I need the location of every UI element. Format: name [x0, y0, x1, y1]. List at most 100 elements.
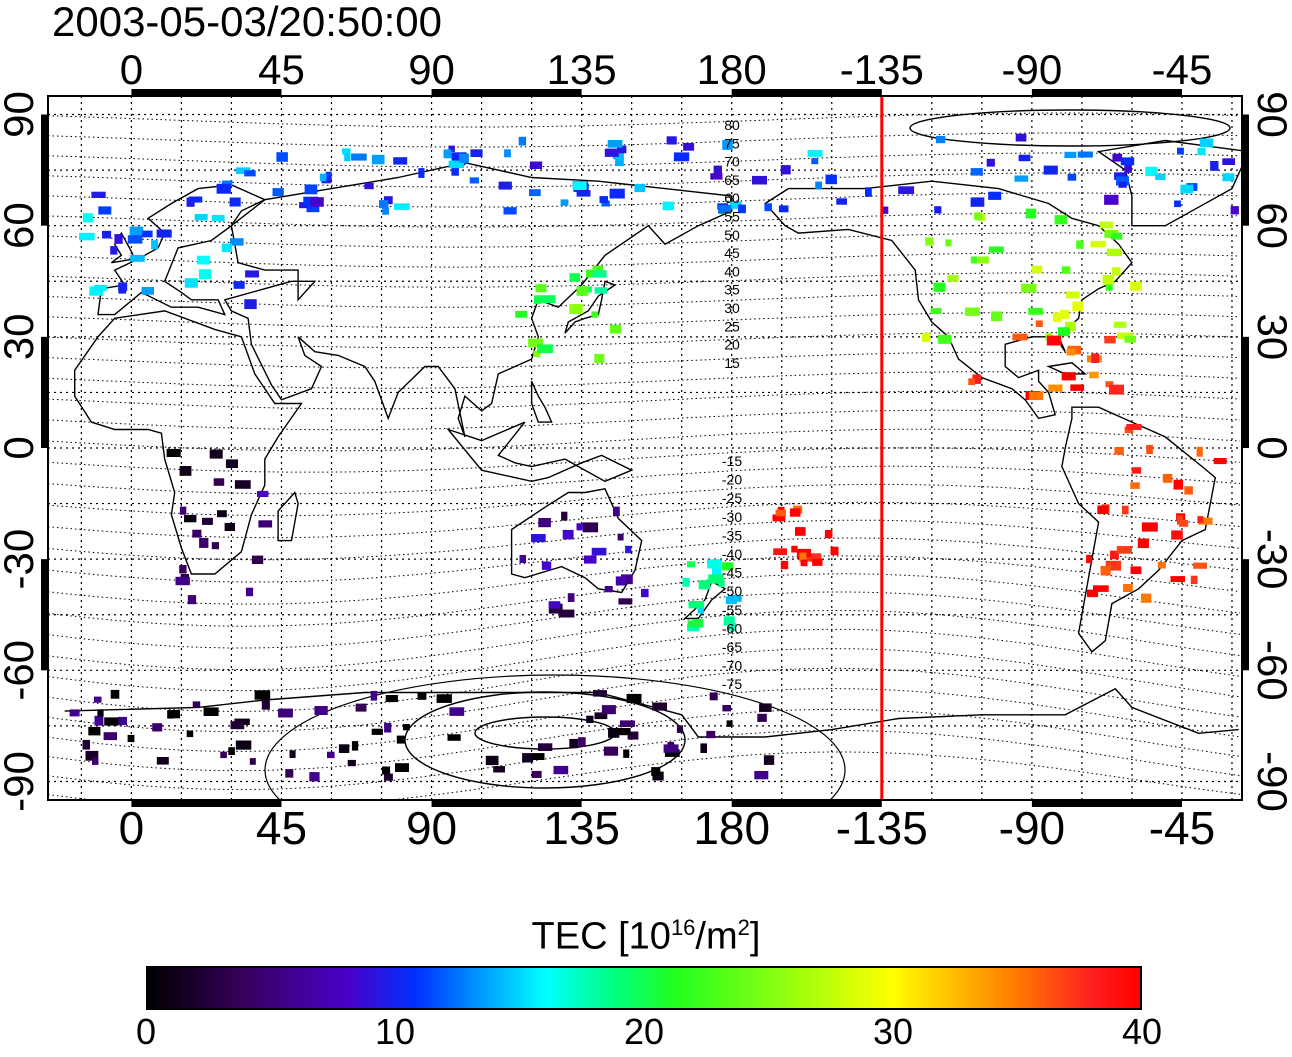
tec-cell-antarctica [447, 734, 461, 741]
contour-label: 80 [724, 117, 740, 133]
tec-cell-new-zealand [688, 600, 705, 609]
tec-cell-arctic [710, 173, 723, 180]
tec-cell-antarctica [594, 712, 608, 720]
right-lat-label: 60 [1249, 202, 1292, 249]
tec-cell-arctic [778, 205, 789, 213]
tec-cell-antarctica [152, 723, 163, 732]
tec-cell-new-zealand [687, 561, 696, 568]
tec-cell-arctic [880, 206, 889, 214]
tec-cell-arctic [1118, 181, 1127, 188]
contour-line [48, 501, 1241, 539]
tec-cell-north-america [1090, 240, 1107, 248]
tec-cell-antarctica [220, 751, 227, 759]
tec-cell-pacific-south [795, 527, 806, 536]
right-lat-label: -30 [1249, 529, 1292, 590]
tec-cell-north-america-south [1109, 384, 1124, 395]
colorbar-tick-label: 0 [135, 1011, 157, 1052]
tec-cell-antarctica [603, 746, 619, 756]
contour-label: 55 [724, 209, 740, 225]
tec-cell-antarctica [278, 708, 293, 718]
tec-cell-north-america [1111, 233, 1123, 240]
tec-cell-arctic [394, 203, 410, 210]
contour-labels: 80 75 70 65 60 55 50 45 40 35 30 25 20 15 -15 -20 -25 -30… [722, 117, 742, 692]
tec-cell-arctic [1116, 176, 1129, 186]
tec-cell-australia [561, 511, 568, 521]
tec-cell-antarctica [167, 710, 174, 719]
tec-cell-east-asia [528, 338, 544, 348]
tec-cell-africa-south [179, 506, 187, 515]
tec-cell-north-america [1124, 335, 1136, 343]
tec-cell-arctic [752, 175, 767, 185]
africa-outline [74, 310, 303, 575]
tec-cell-pacific-south [780, 560, 789, 570]
contour-label: -45 [722, 565, 742, 581]
contour-label: -75 [722, 676, 742, 692]
tec-cell-east-asia [535, 284, 547, 293]
tec-cell-europe [129, 226, 144, 237]
tec-cell-north-america-south [1104, 335, 1116, 344]
tec-cell-europe [142, 230, 153, 238]
tec-cell-north-america [933, 282, 946, 292]
tec-cell-arctic [236, 167, 251, 174]
tec-cell-antarctica [436, 694, 452, 703]
contour-label: 45 [724, 245, 740, 261]
indonesia-outline [446, 421, 634, 483]
tec-cell-antarctica [626, 693, 642, 704]
tec-cell-antarctica [395, 763, 409, 772]
tec-cell-north-america [1058, 327, 1070, 337]
tec-cell-east-asia [609, 324, 622, 334]
tec-cell-arctic [470, 149, 483, 157]
south-pole-contour-outer [264, 674, 846, 800]
tec-cell-new-zealand [698, 580, 711, 590]
tec-cell-arctic [662, 201, 675, 211]
tec-cell-antarctica [371, 728, 383, 735]
tec-cell-arctic [325, 171, 332, 181]
tec-cell-new-zealand [721, 562, 734, 571]
right-frame-segment [1242, 114, 1249, 226]
tec-cell-antarctica [706, 730, 716, 739]
tec-cell-australia [618, 598, 633, 605]
tec-cell-pacific-south [791, 545, 798, 553]
tec-cell-antarctica [402, 724, 410, 731]
tec-cell-antarctica [254, 690, 271, 700]
contour-label: 30 [724, 300, 740, 316]
contour-line [48, 252, 1241, 268]
right-lat-label: 0 [1249, 436, 1292, 459]
tec-cell-africa-south [217, 510, 227, 518]
tec-cell-australia [604, 586, 613, 593]
tec-cell-south-america [1130, 566, 1142, 574]
tec-cell-europe [198, 269, 212, 280]
top-lon-label: 135 [547, 46, 617, 93]
tec-cell-antarctica [118, 716, 127, 725]
contour-line [48, 232, 1241, 248]
contour-line [48, 519, 1241, 561]
tec-cell-east-asia [594, 353, 605, 364]
tec-cell-antarctica [619, 720, 635, 727]
tec-cell-antarctica [531, 770, 542, 778]
contour-line [48, 628, 1241, 692]
tec-cell-arctic [393, 157, 408, 165]
tec-cell-north-america [1066, 291, 1080, 299]
tec-cell-arctic [1120, 157, 1135, 166]
antarctica-outline [64, 687, 1239, 738]
tec-cell-europe [130, 254, 145, 262]
tec-cell-antarctica [493, 766, 505, 773]
magnetic-latitude-contours [48, 109, 1241, 800]
tec-cell-antarctica [314, 706, 328, 715]
contour-line [48, 152, 1241, 168]
tec-cell-europe [89, 286, 104, 296]
tec-cell-south-america [1140, 593, 1152, 603]
top-frame-segment [431, 89, 582, 96]
tec-cell-pacific-south [824, 530, 833, 539]
tec-cell-east-asia [533, 350, 541, 357]
tec-cell-arctic [448, 160, 465, 169]
tec-cell-europe [102, 230, 112, 239]
tec-cell-south-america [1213, 458, 1227, 465]
tec-cell-europe [233, 281, 245, 289]
tec-cell-arctic [576, 190, 591, 197]
contour-label: 65 [724, 172, 740, 188]
tec-cell-east-asia [539, 295, 556, 304]
tec-cell-north-america [1054, 215, 1067, 225]
tec-cell-arctic [1177, 147, 1184, 155]
contour-label: -35 [722, 527, 742, 543]
